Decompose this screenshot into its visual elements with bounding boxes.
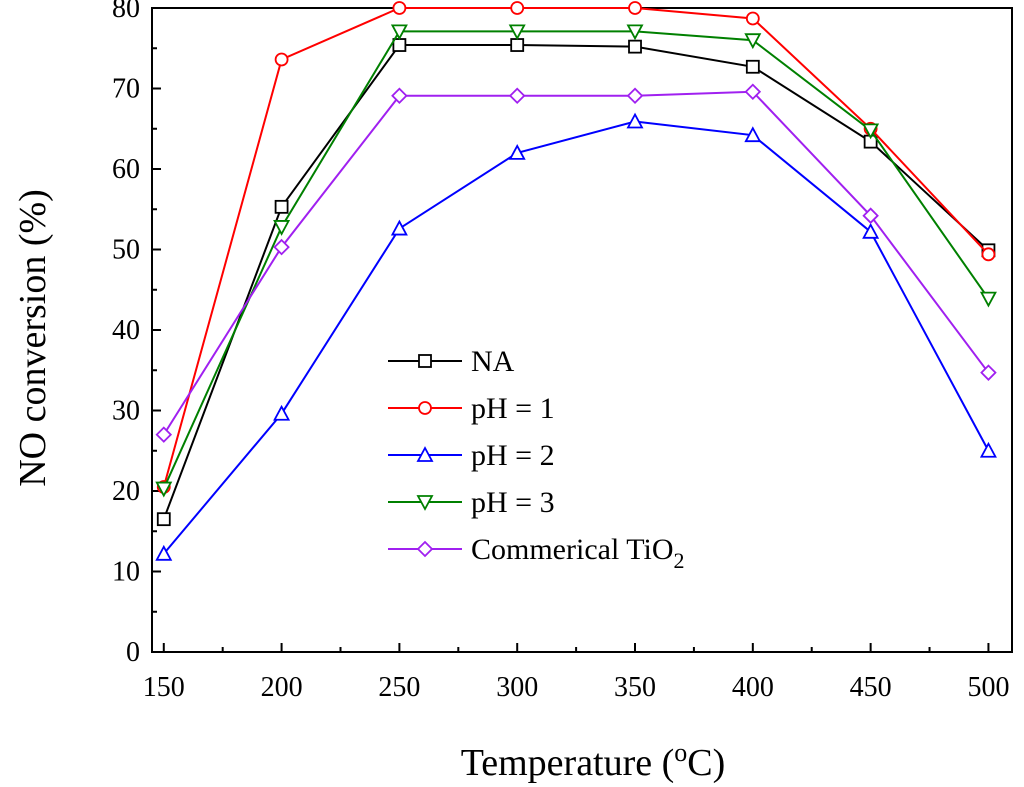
legend-item: pH = 3 [388,486,555,519]
data-point [392,38,407,52]
data-point [273,238,290,256]
data-point [273,220,291,236]
x-tick-label: 250 [378,672,420,703]
y-axis-label: NO conversion (%) [12,189,54,487]
series-group [155,83,997,443]
series-line [162,7,990,488]
legend-item: Commerical TiO2 [388,533,685,573]
y-tick-label: 10 [112,557,140,588]
data-point [745,59,760,74]
y-tick-label: 80 [112,0,140,24]
data-point [626,112,644,129]
data-point [744,83,762,100]
data-point [392,1,407,15]
x-axis-label: Temperature (oC) [461,738,726,784]
legend-item: pH = 2 [388,439,555,472]
data-point [745,11,760,26]
data-point [626,24,644,41]
data-point [156,512,171,527]
data-point [391,87,408,105]
legend-marker [418,354,432,368]
data-point [508,144,526,160]
legend-item: NA [388,345,515,378]
y-tick-label: 60 [112,154,140,185]
legend-label: Commerical TiO2 [471,533,685,573]
data-point [155,426,173,443]
x-tick-label: 350 [614,672,656,703]
data-point [744,33,762,50]
data-point [979,291,997,308]
x-tick-label: 500 [967,672,1009,703]
data-point [862,123,880,140]
data-point [744,126,762,143]
series-line [162,90,990,436]
y-tick-label: 50 [112,235,140,266]
series-line [163,120,990,555]
series-group [156,38,996,527]
data-point [626,87,644,105]
x-tick-label: 200 [261,672,303,703]
data-point [510,38,525,52]
series-group [155,112,997,561]
x-tick-label: 300 [496,672,538,703]
legend-marker [416,495,434,511]
data-point [981,247,996,262]
series-group [155,24,997,498]
x-tick-label: 400 [732,672,774,703]
data-point [510,1,525,15]
legend-marker [418,401,432,415]
x-tick-label: 150 [143,672,185,703]
data-point [155,544,173,561]
y-tick-label: 30 [112,396,140,427]
legend-label: pH = 1 [471,392,555,425]
data-point [390,24,408,41]
data-point [274,199,289,214]
data-point [508,87,526,105]
data-point [390,219,408,236]
data-point [273,404,291,421]
data-point [155,481,173,498]
y-tick-label: 70 [112,74,140,105]
x-tick-label: 450 [850,672,892,703]
y-tick-label: 20 [112,476,140,507]
data-point [862,222,880,239]
data-point [628,39,642,54]
legend-item: pH = 1 [388,392,555,425]
data-point [628,1,642,15]
legend-label: pH = 2 [471,439,555,472]
data-point [980,364,997,381]
data-point [508,24,526,41]
data-point [274,52,289,67]
legend-label: pH = 3 [471,486,555,519]
y-tick-label: 40 [112,315,140,346]
legend-marker [416,540,434,558]
data-point [862,207,879,224]
data-point [979,441,997,458]
series-line [162,44,990,520]
legend-marker [416,446,434,462]
y-tick-label: 0 [126,637,140,668]
legend-label: NA [471,345,515,378]
series-line [162,30,990,489]
